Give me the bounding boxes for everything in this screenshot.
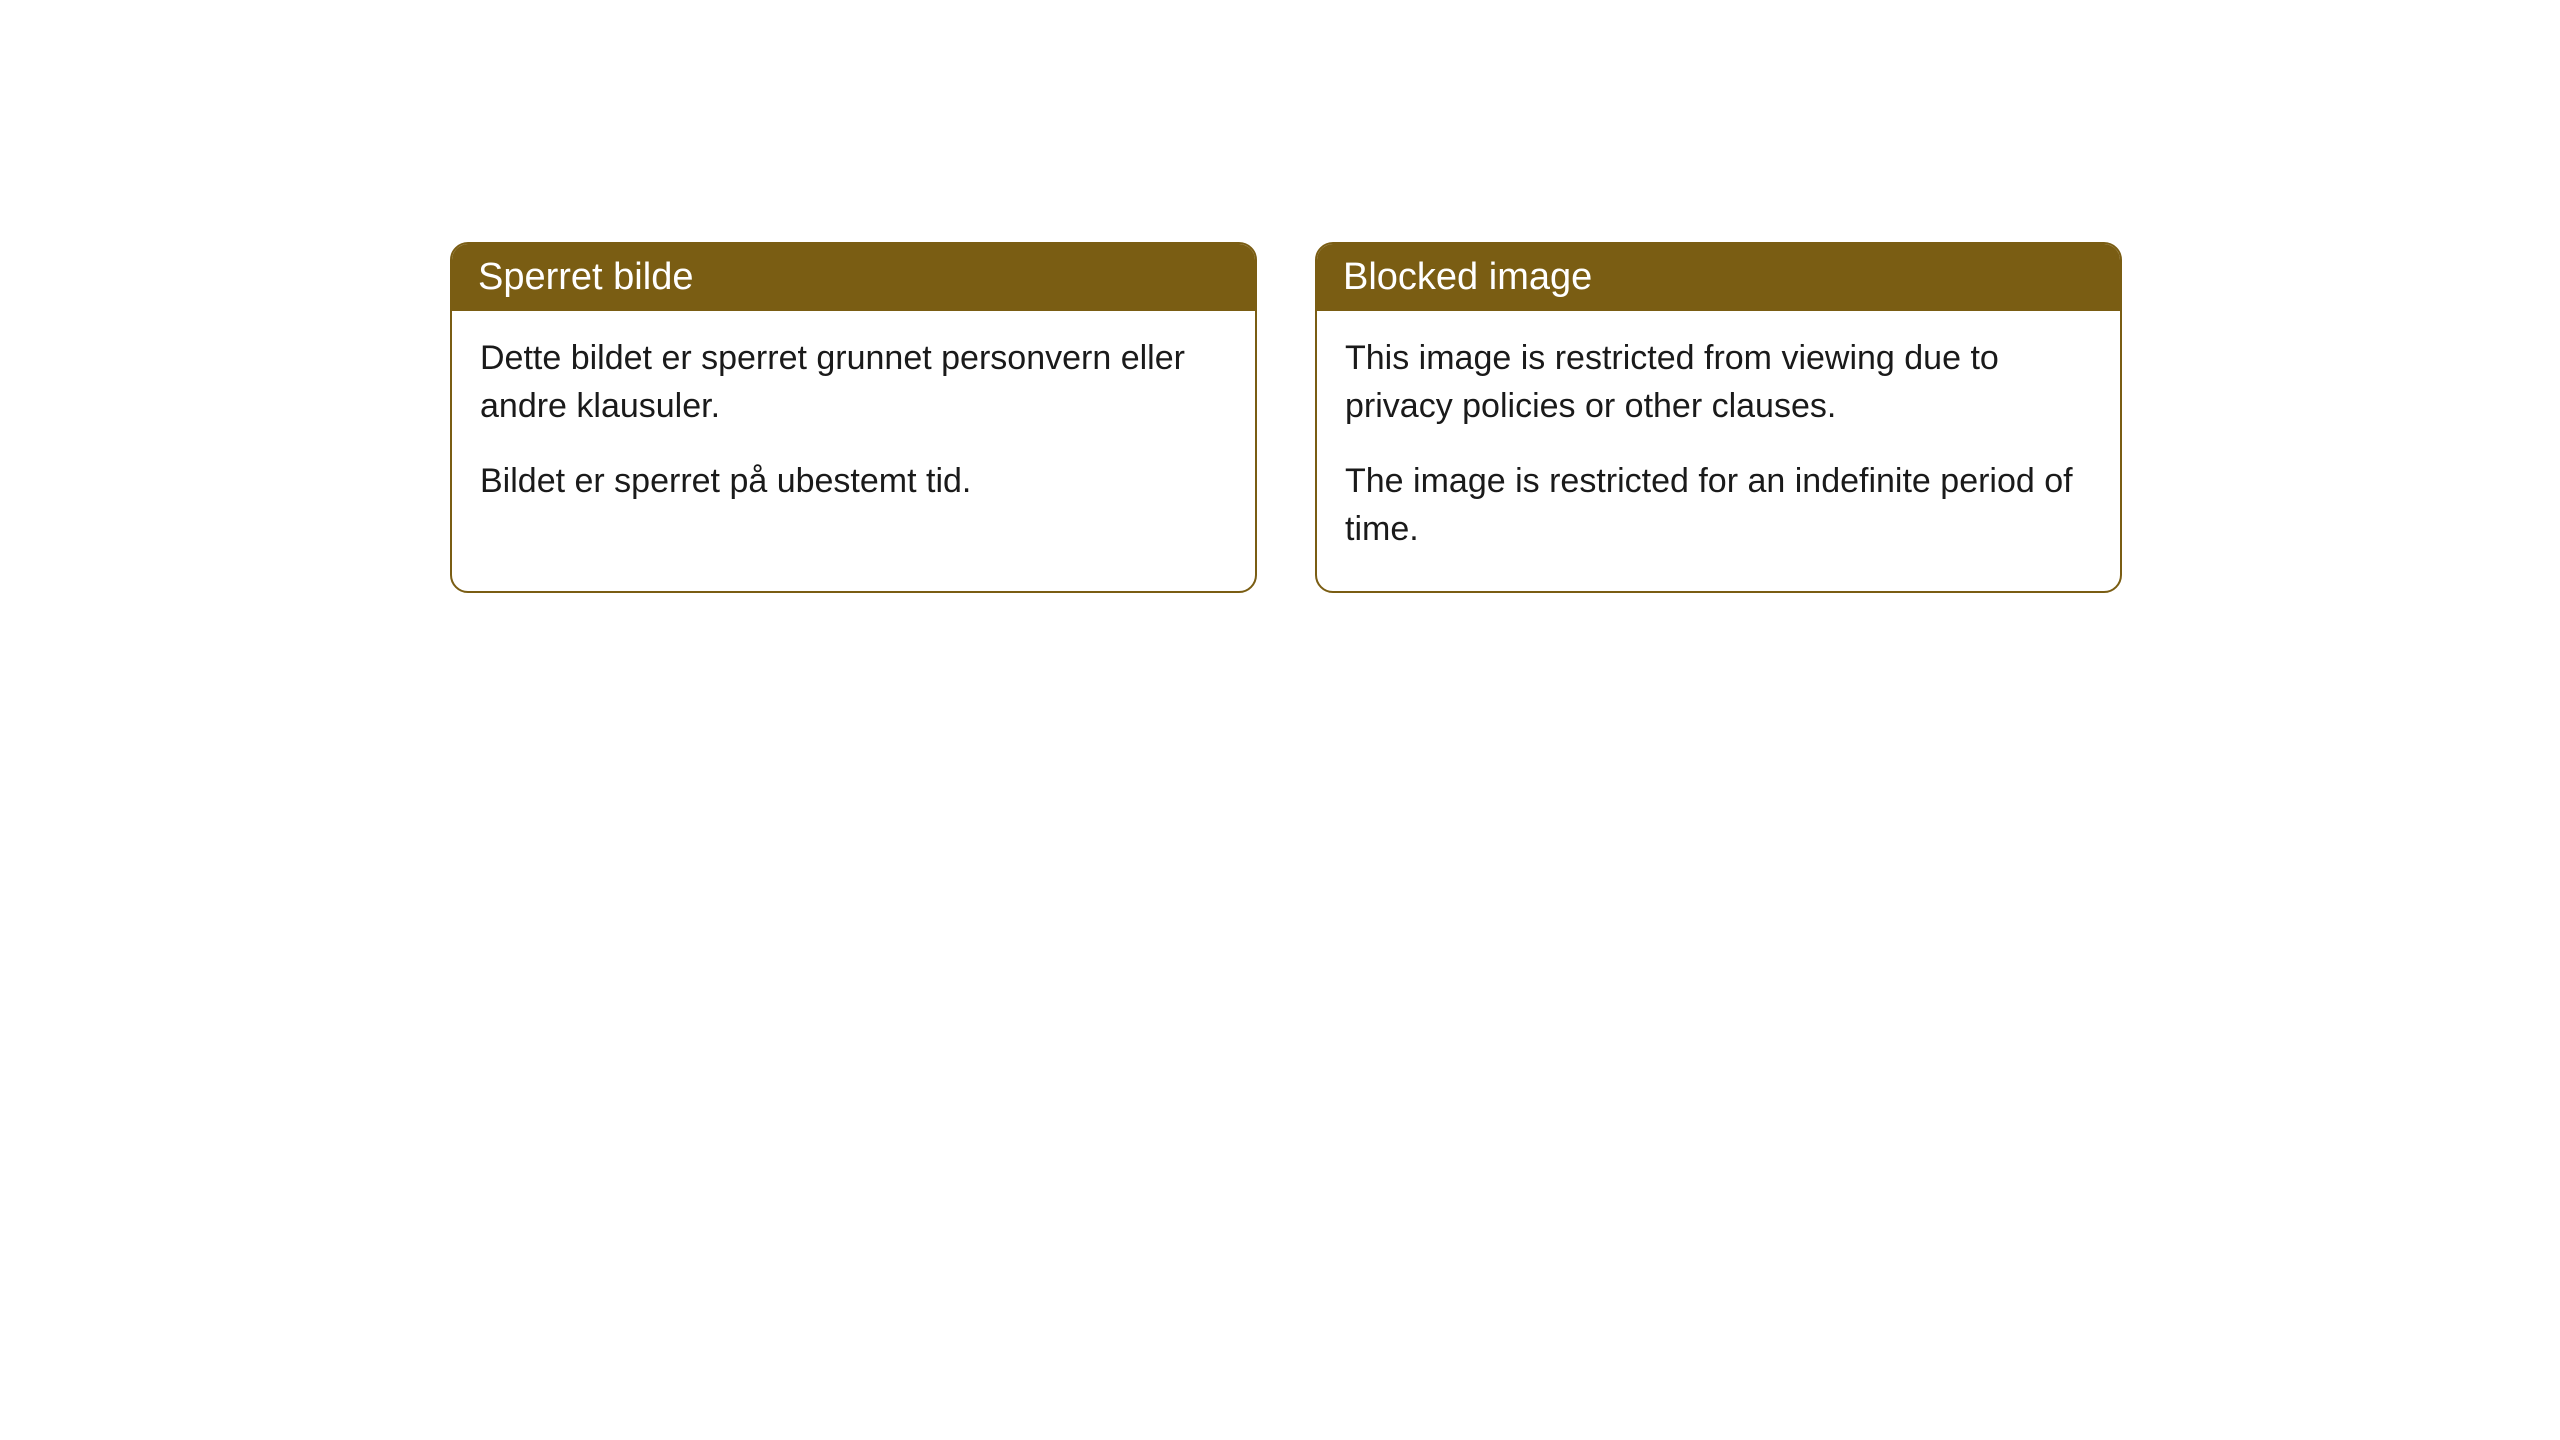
card-para2-no: Bildet er sperret på ubestemt tid. [480, 458, 1227, 506]
card-para2-en: The image is restricted for an indefinit… [1345, 458, 2092, 553]
card-para1-no: Dette bildet er sperret grunnet personve… [480, 335, 1227, 430]
card-body-no: Dette bildet er sperret grunnet personve… [452, 311, 1255, 544]
card-header-no: Sperret bilde [452, 244, 1255, 311]
card-para1-en: This image is restricted from viewing du… [1345, 335, 2092, 430]
blocked-image-card-no: Sperret bilde Dette bildet er sperret gr… [450, 242, 1257, 593]
blocked-image-card-en: Blocked image This image is restricted f… [1315, 242, 2122, 593]
card-body-en: This image is restricted from viewing du… [1317, 311, 2120, 591]
cards-container: Sperret bilde Dette bildet er sperret gr… [450, 242, 2122, 593]
card-header-en: Blocked image [1317, 244, 2120, 311]
